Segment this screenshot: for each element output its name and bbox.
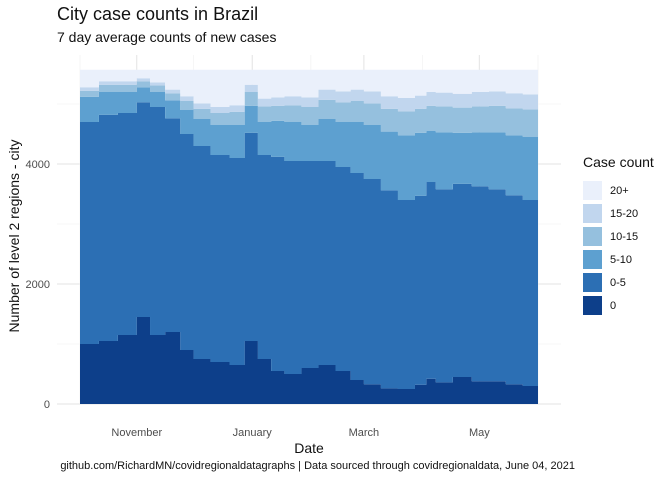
area-series-10-15 (80, 81, 538, 140)
legend-title: Case count (583, 154, 654, 170)
chart-subtitle: 7 day average counts of new cases (57, 29, 277, 45)
legend-label-0: 20+ (610, 184, 629, 197)
legend-key-1 (583, 204, 602, 223)
y-axis-title: Number of level 2 regions - city (6, 140, 22, 333)
legend-key-5 (583, 296, 602, 315)
legend-items: 20+ 15-20 10-15 5-10 0-5 0 (583, 179, 654, 317)
legend-item-0: 20+ (583, 179, 654, 202)
legend-label-1: 15-20 (610, 207, 639, 220)
area-series-5-10 (80, 87, 538, 206)
legend-key-4 (583, 273, 602, 292)
legend-item-3: 5-10 (583, 248, 654, 271)
x-tick-label-2: March (349, 427, 380, 439)
legend-item-1: 15-20 (583, 202, 654, 225)
x-tick-label-0: November (111, 427, 162, 439)
caption: github.com/RichardMN/covidregionaldatagr… (60, 460, 575, 472)
legend-key-2 (583, 227, 602, 246)
x-axis-title: Date (294, 440, 324, 456)
legend-key-3 (583, 250, 602, 269)
legend: Case count 20+ 15-20 10-15 5-10 0-5 0 (583, 154, 654, 317)
area-series-0 (80, 317, 538, 404)
area-series-15-20 (80, 78, 538, 113)
stacked-areas (80, 69, 538, 404)
chart-title: City case counts in Brazil (57, 4, 259, 24)
legend-label-3: 5-10 (610, 253, 633, 266)
axes: 0 2000 4000 November January March May (26, 159, 491, 439)
legend-key-0 (583, 181, 602, 200)
legend-item-5: 0 (583, 294, 654, 317)
x-tick-label-3: May (469, 427, 490, 439)
legend-item-2: 10-15 (583, 225, 654, 248)
y-tick-label-1: 2000 (26, 279, 50, 291)
area-series-0-5 (80, 102, 538, 389)
legend-item-4: 0-5 (583, 271, 654, 294)
area-series-20+ (80, 69, 538, 107)
y-tick-label-2: 4000 (26, 159, 50, 171)
legend-label-5: 0 (610, 299, 617, 312)
legend-label-2: 10-15 (610, 230, 639, 243)
x-tick-label-1: January (233, 427, 273, 439)
legend-label-4: 0-5 (610, 276, 626, 289)
y-tick-label-0: 0 (44, 399, 50, 411)
